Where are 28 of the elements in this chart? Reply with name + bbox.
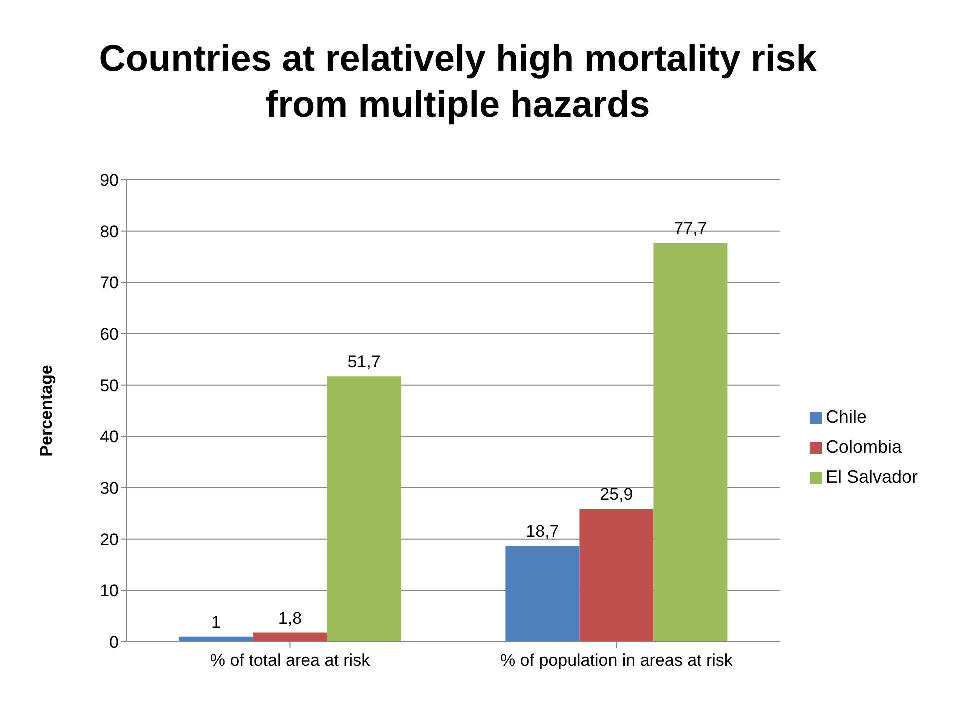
y-axis-title: Percentage xyxy=(37,365,56,457)
data-label: 1 xyxy=(212,612,221,632)
x-tick-label: % of population in areas at risk xyxy=(500,651,734,670)
legend-label: Colombia xyxy=(826,437,902,457)
y-tick-label: 60 xyxy=(100,325,119,344)
data-label: 18,7 xyxy=(526,522,560,542)
data-label: 51,7 xyxy=(348,352,381,372)
y-tick-label: 90 xyxy=(100,171,119,190)
y-tick-label: 20 xyxy=(100,530,119,550)
bar xyxy=(580,509,654,642)
y-tick-label: 0 xyxy=(110,633,119,652)
y-tick-label: 30 xyxy=(100,479,119,498)
data-label: 1,8 xyxy=(278,608,302,628)
y-tick-label: 50 xyxy=(100,376,119,396)
chart-title: Countries at relatively high mortality risk from multiple hazards xyxy=(98,37,818,127)
bar xyxy=(327,376,402,642)
bar xyxy=(253,632,328,642)
y-tick-label: 40 xyxy=(100,428,119,447)
data-label: 25,9 xyxy=(600,485,634,504)
bar xyxy=(654,243,728,642)
legend-label: El Salvador xyxy=(826,467,918,487)
x-tick-label: % of total area at risk xyxy=(210,651,371,670)
bar xyxy=(506,546,580,642)
legend-label: Chile xyxy=(826,407,867,427)
y-tick-label: 10 xyxy=(100,582,119,601)
y-tick-label: 70 xyxy=(100,274,119,293)
data-label: 77,7 xyxy=(674,219,708,238)
y-tick-label: 80 xyxy=(100,222,119,242)
